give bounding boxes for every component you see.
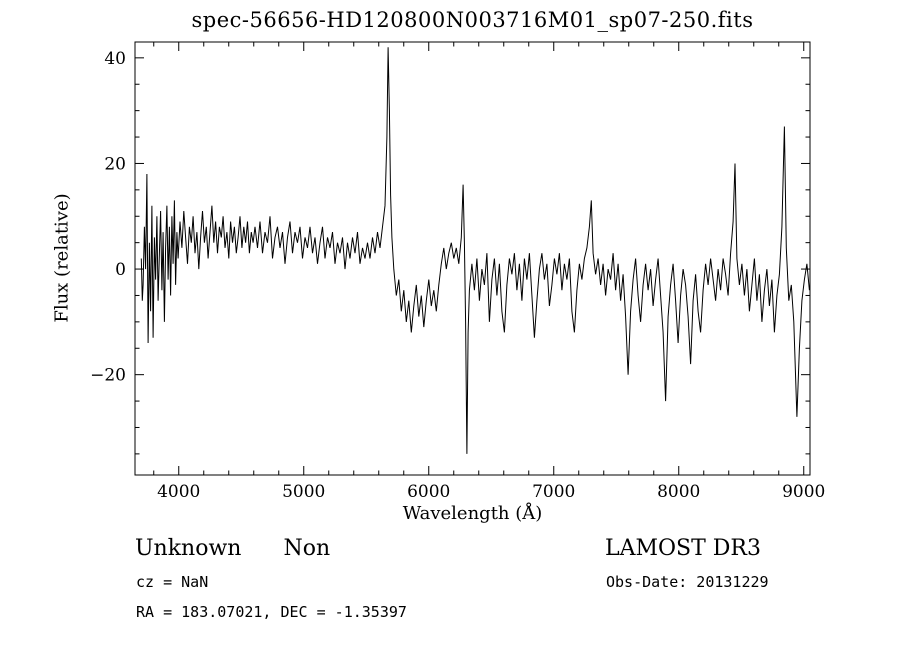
x-tick-label: 5000 bbox=[282, 482, 325, 502]
object-subclass: Non bbox=[283, 536, 331, 561]
y-tick-label: 40 bbox=[104, 49, 126, 69]
plot-frame bbox=[134, 41, 811, 476]
cz-value: cz = NaN bbox=[136, 573, 209, 591]
y-tick-label: 20 bbox=[104, 154, 126, 174]
object-class: Unknown bbox=[135, 536, 242, 561]
spectrum-line bbox=[140, 47, 810, 454]
y-tick-label: 0 bbox=[115, 260, 126, 280]
x-tick-label: 4000 bbox=[157, 482, 200, 502]
x-tick-label: 8000 bbox=[657, 482, 700, 502]
obs-date: Obs-Date: 20131229 bbox=[606, 573, 769, 591]
x-tick-label: 9000 bbox=[782, 482, 825, 502]
x-tick-label: 7000 bbox=[532, 482, 575, 502]
plot-title: spec-56656-HD120800N003716M01_sp07-250.f… bbox=[191, 8, 754, 32]
x-tick-label: 6000 bbox=[407, 482, 450, 502]
ra-dec: RA = 183.07021, DEC = -1.35397 bbox=[136, 603, 407, 621]
survey-label: LAMOST DR3 bbox=[605, 536, 761, 561]
x-axis-label: Wavelength (Å) bbox=[402, 503, 543, 524]
y-tick-label: −20 bbox=[90, 366, 126, 386]
object-class-line: Unknown Non bbox=[135, 536, 330, 561]
y-axis-label: Flux (relative) bbox=[51, 193, 73, 323]
